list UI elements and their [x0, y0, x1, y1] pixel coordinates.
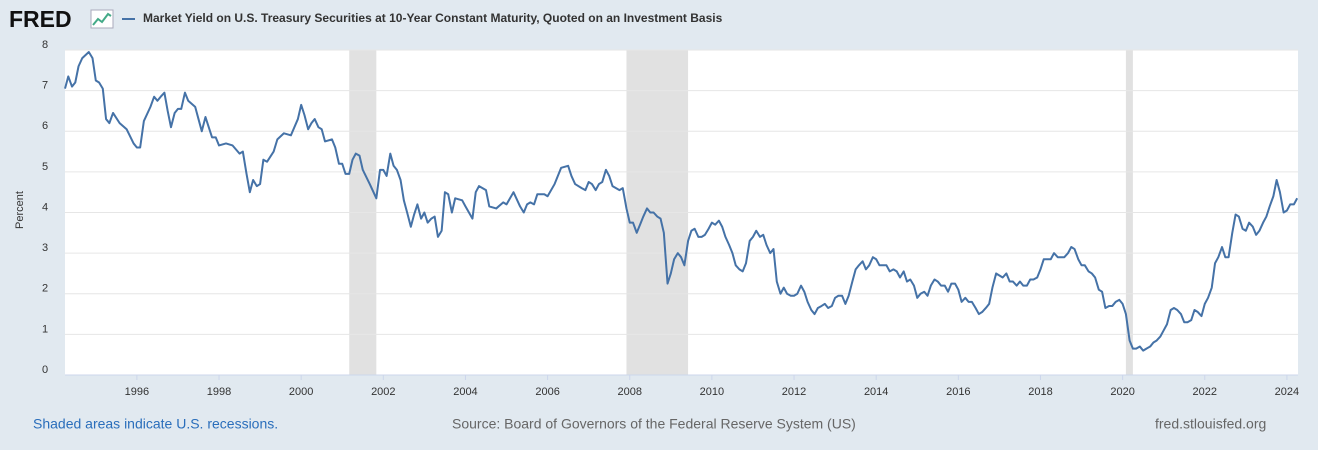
x-tick-label: 2008: [618, 386, 642, 398]
logo: FRED: [9, 6, 72, 32]
y-tick-label: 1: [42, 323, 48, 335]
y-tick-label: 4: [42, 201, 48, 213]
legend-label: Market Yield on U.S. Treasury Securities…: [143, 11, 723, 25]
series-line: [64, 51, 1299, 352]
x-tick-label: 2002: [371, 386, 395, 398]
source: Source: Board of Governors of the Federa…: [452, 416, 856, 432]
recession-note[interactable]: Shaded areas indicate U.S. recessions.: [33, 416, 278, 432]
y-axis-label: Percent: [14, 191, 26, 229]
x-tick-label: 2000: [289, 386, 313, 398]
x-tick-label: 2012: [782, 386, 806, 398]
x-tick-label: 2010: [700, 386, 724, 398]
y-tick-label: 5: [42, 161, 48, 173]
y-tick-label: 0: [42, 364, 48, 376]
x-tick-label: 2004: [453, 386, 477, 398]
x-tick-label: 2006: [535, 386, 559, 398]
logo-icon: [90, 9, 114, 29]
x-tick-label: 2018: [1028, 386, 1052, 398]
x-tick-label: 2022: [1193, 386, 1217, 398]
x-tick-label: 2014: [864, 386, 888, 398]
site-link[interactable]: fred.stlouisfed.org: [1155, 416, 1266, 432]
y-tick-label: 6: [42, 120, 48, 132]
x-tick-label: 2020: [1110, 386, 1134, 398]
x-tick-label: 2016: [946, 386, 970, 398]
y-tick-label: 8: [42, 39, 48, 51]
y-tick-label: 7: [42, 80, 48, 92]
x-tick-label: 1996: [125, 386, 149, 398]
x-tick-label: 1998: [207, 386, 231, 398]
y-tick-label: 3: [42, 242, 48, 254]
y-tick-label: 2: [42, 283, 48, 295]
x-tick-label: 2024: [1275, 386, 1299, 398]
